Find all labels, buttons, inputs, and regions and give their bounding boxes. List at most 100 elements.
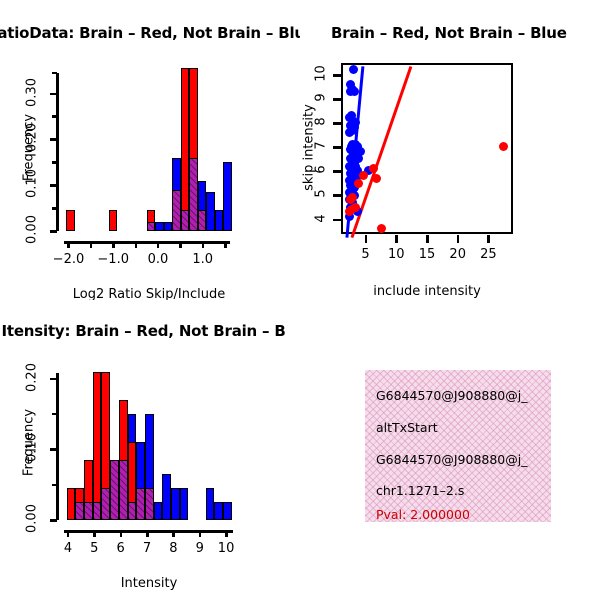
histogram-bar [92,502,102,520]
scatter-point [371,173,381,183]
scatter-y-tick [333,98,341,101]
histogram-bar [205,488,215,520]
scatter-panel: Brain – Red, Not Brain – Blue skip inten… [300,0,600,300]
intensity-histogram-panel: ne Itensity: Brain – Red, Not Brain – B … [0,300,300,600]
scatter-x-tick [487,235,490,243]
annotation-line: altTxStart [376,420,438,435]
scatter-x-tick [456,235,460,243]
ratio-x-ticklabel: −2.0 [52,252,85,267]
annotation-box: G6844570@J908880@j_ altTxStart G6844570@J9… [365,370,551,522]
intensity-y-tick [52,483,57,487]
histogram-bar [108,210,118,231]
intensity-y-tick [50,377,57,381]
ratio-histogram-title: RatioData: Brain – Red, Not Brain – Blu [0,24,300,42]
annotation-line: chr1.1271–2.s [376,483,465,498]
scatter-point [345,127,355,137]
intensity-x-tick [146,530,149,537]
histogram-bar [171,488,180,520]
histogram-bar [146,221,156,231]
intensity-histogram-xlabel: Intensity [120,576,178,591]
intensity-y-ticklabel: 0.00 [24,504,40,533]
ratio-y-ticklabel: 0.20 [24,123,40,153]
scatter-x-tick [395,235,398,243]
scatter-point [347,164,357,174]
scatter-xlabel: include intensity [373,284,481,299]
scatter-y-tick [333,218,341,222]
scatter-plot-area [341,63,513,239]
scatter-point [346,154,356,164]
scatter-point [355,147,365,157]
ratio-y-tick [52,71,57,75]
scatter-x-ticklabel: 15 [418,247,436,262]
histogram-bar [180,210,190,231]
scatter-y-ticklabel: 5 [313,189,329,199]
ratio-histogram-xlabel: Log2 Ratio Skip/Include [72,287,226,300]
scatter-x-tick [364,235,368,243]
scatter-y-ticklabel: 10 [313,65,329,82]
intensity-x-tick [225,530,228,537]
histogram-bar [162,474,171,520]
histogram-bar [66,488,76,520]
histogram-bar [180,68,190,231]
scatter-point [346,79,356,89]
ratio-x-tick [156,241,160,248]
histogram-bar [179,488,189,520]
intensity-x-ticklabel: 7 [142,541,152,556]
scatter-point [345,207,355,217]
scatter-x-ticklabel: 5 [361,247,370,262]
scatter-point [348,65,358,75]
intensity-histogram-bars [64,368,234,520]
ratio-histogram-panel: RatioData: Brain – Red, Not Brain – Blu … [0,0,300,300]
ratio-y-tick [52,207,57,210]
annotation-line: G6844570@J908880@j_ [376,388,528,403]
scatter-point [351,149,361,159]
ratio-x-tick [179,241,182,248]
ratio-y-tick [50,184,57,187]
scatter-y-ticklabel: 8 [313,117,329,126]
intensity-x-axis [64,530,234,533]
ratio-x-tick [89,241,93,248]
scatter-point [353,207,363,217]
histogram-bar [223,162,232,231]
ratio-y-tick [52,161,57,164]
intensity-x-tick [119,530,123,537]
intensity-y-ticklabel: 0.20 [24,362,40,392]
ratio-x-ticklabel: −1.0 [97,252,129,267]
histogram-bar [66,210,75,231]
scatter-y-tick [333,146,341,149]
ratio-y-tick [52,115,57,118]
scatter-point [345,86,355,96]
scatter-point [346,195,356,205]
histogram-bar [206,192,215,231]
scatter-point [351,202,361,212]
scatter-y-ticklabel: 7 [313,141,329,150]
histogram-bar [101,488,111,520]
ratio-y-ticklabel: 0.10 [24,169,40,199]
histogram-bar [84,502,93,520]
scatter-y-ticklabel: 4 [313,213,329,223]
intensity-x-ticklabel: 5 [90,541,99,556]
histogram-bar [223,502,232,520]
scatter-y-ticklabel: 6 [313,165,329,175]
ratio-x-tick [134,241,138,248]
intensity-x-ticklabel: 8 [169,541,178,556]
histogram-bar [136,488,145,520]
scatter-y-tick [333,122,341,125]
histogram-bar [75,502,85,520]
intensity-x-tick [172,530,175,537]
ratio-x-tick [67,241,70,248]
scatter-point [354,178,364,188]
intensity-y-tick [52,412,57,416]
intensity-x-tick [198,530,202,537]
ratio-y-tick [50,230,57,233]
intensity-x-tick [93,530,96,537]
intensity-y-ticklabel: 0.10 [24,433,40,463]
ratio-y-ticklabel: 0.30 [24,77,40,107]
ratio-x-tick [224,241,227,248]
ratio-y-tick [50,92,57,95]
intensity-y-tick [50,519,57,522]
ratio-histogram-bars [64,66,234,231]
annotation-line: G6844570@J908880@j_ [376,452,528,467]
scatter-point [358,171,368,181]
histogram-bar [172,189,181,231]
